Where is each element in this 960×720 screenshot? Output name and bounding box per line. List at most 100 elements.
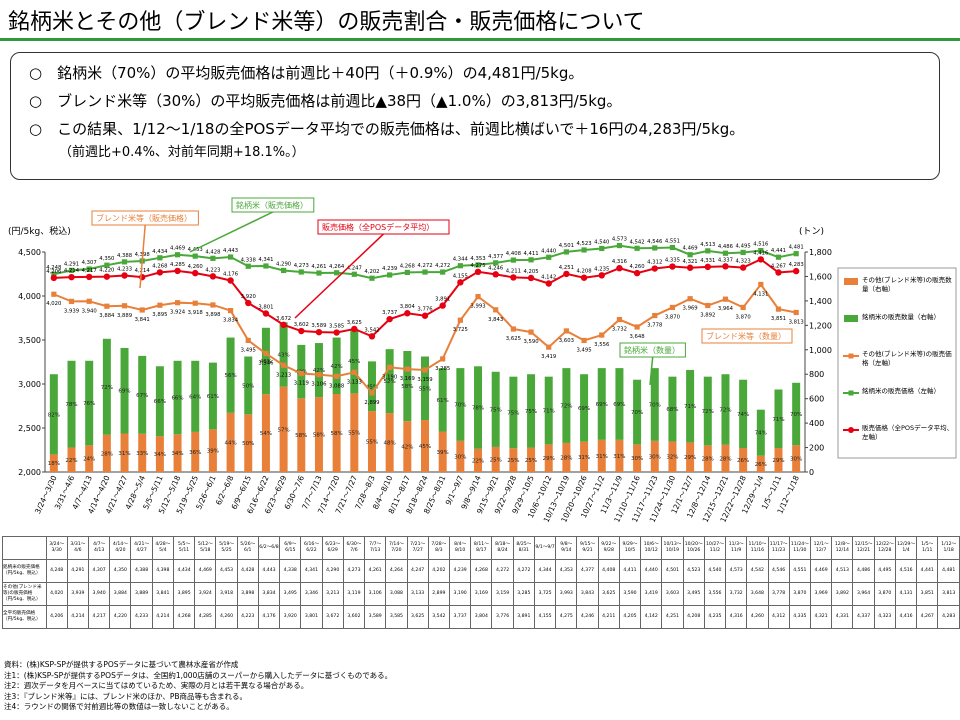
callout-box: [91, 210, 199, 226]
table-cell: 4,251: [661, 605, 684, 629]
price-point: [599, 332, 605, 338]
volume-bar: [244, 414, 253, 472]
share-label: 70%: [790, 412, 802, 418]
price-label: 4,377: [488, 254, 503, 260]
price-point: [580, 274, 588, 281]
share-label: 54%: [260, 431, 272, 437]
table-cell: 3,804: [470, 605, 493, 629]
callout-box: [231, 197, 315, 213]
price-label: 3,898: [205, 312, 221, 318]
price-point: [174, 252, 181, 258]
volume-bar: [562, 368, 571, 443]
share-label: 72%: [560, 404, 572, 410]
price-label: 4,501: [559, 243, 574, 249]
table-cell: 3,590: [618, 582, 642, 606]
share-label: 75%: [525, 409, 537, 415]
price-point: [669, 263, 676, 270]
price-point: [740, 249, 746, 256]
notes: 資料：(株)KSP-SPが提供するPOSデータに基づいて農林水産省が作成 注1：…: [4, 660, 392, 713]
share-label: 76%: [83, 401, 95, 407]
table-cell: 4,272: [491, 559, 514, 583]
price-point: [616, 316, 623, 323]
volume-bar: [792, 445, 801, 472]
table-cell: 4,260: [215, 605, 238, 629]
price-label: 4,516: [753, 242, 769, 248]
table-row-label: その他(ブレンド米等)の販売価格（円/5kg、税込）: [2, 582, 47, 606]
share-label: 31%: [118, 451, 130, 457]
table-header: 1/12～1/18: [937, 536, 960, 560]
table-cell: 4,469: [809, 559, 833, 583]
table-cell: 3,843: [576, 582, 599, 606]
volume-bar: [686, 369, 695, 443]
share-label: 29%: [684, 455, 696, 461]
volume-bar: [438, 431, 447, 472]
share-label: 24%: [83, 457, 95, 463]
table-cell: 3,924: [194, 582, 217, 606]
volume-bar: [527, 447, 536, 472]
volume-bar: [261, 327, 270, 395]
table-header: 6/9～6/15: [279, 536, 302, 560]
price-label: 4,283: [789, 262, 804, 268]
price-label: 4,214: [64, 268, 80, 274]
price-label: 4,495: [736, 243, 751, 249]
price-point: [598, 272, 605, 279]
table-row: 銘柄米の販売価格（円/5kg、税込） 4,248 4,291 4,307 4,350 4,…: [2, 559, 960, 583]
price-point: [315, 328, 323, 336]
share-label: 25%: [525, 458, 537, 464]
table-cell: 4,283: [937, 605, 960, 629]
volume-bar: [49, 454, 58, 472]
price-point: [422, 367, 428, 373]
volume-bar: [456, 440, 465, 472]
share-label: 30%: [649, 454, 661, 460]
share-label: 69%: [613, 402, 625, 408]
table-header: 12/1～12/7: [809, 536, 833, 560]
price-point: [440, 356, 446, 362]
price-point: [281, 362, 287, 368]
y-tick-label: 3,500: [18, 336, 41, 345]
price-label: 3,725: [453, 327, 468, 333]
volume-bar: [509, 376, 518, 449]
share-label: 30%: [454, 454, 466, 460]
price-label: 4,268: [152, 263, 168, 269]
price-label: 3,133: [347, 379, 362, 385]
table-cell: 3,725: [533, 582, 557, 606]
share-label: 66%: [171, 396, 183, 402]
volume-bar: [314, 343, 323, 398]
table-cell: 3,119: [342, 582, 366, 606]
y2-tick-label: 600: [809, 395, 824, 404]
price-point: [387, 272, 393, 278]
price-point: [387, 364, 393, 370]
volume-bar: [67, 360, 76, 448]
volume-bar: [403, 421, 412, 472]
price-point: [705, 248, 711, 254]
price-label: 4,486: [718, 244, 734, 250]
table-cell: 4,344: [533, 559, 557, 583]
price-label: 4,248: [46, 265, 62, 271]
table-cell: 2,899: [427, 582, 450, 606]
table-cell: 3,556: [703, 582, 727, 606]
table-cell: 4,434: [172, 559, 196, 583]
price-label: 4,331: [700, 258, 715, 264]
price-point: [775, 254, 782, 260]
price-label: 3,346: [258, 361, 274, 367]
price-label: 3,285: [435, 366, 450, 372]
price-label: 4,408: [506, 251, 522, 257]
share-label: 75%: [490, 407, 502, 413]
price-point: [739, 264, 747, 271]
table-cell: 3,813: [937, 582, 960, 606]
table-cell: 3,133: [406, 582, 429, 606]
table-cell: 3,603: [661, 582, 684, 606]
volume-bar: [597, 368, 606, 440]
share-label: 70%: [649, 402, 661, 408]
callout-text: 銘柄米（販売価格）: [236, 200, 308, 210]
table-cell: 4,316: [725, 605, 748, 629]
legend-box: [837, 267, 957, 459]
price-point: [174, 300, 181, 306]
table-cell: 3,884: [109, 582, 132, 606]
price-point: [263, 263, 269, 269]
volume-bar: [314, 397, 323, 472]
volume-bar: [721, 444, 730, 472]
y2-tick-label: 0: [809, 468, 814, 477]
price-label: 4,523: [576, 241, 591, 247]
